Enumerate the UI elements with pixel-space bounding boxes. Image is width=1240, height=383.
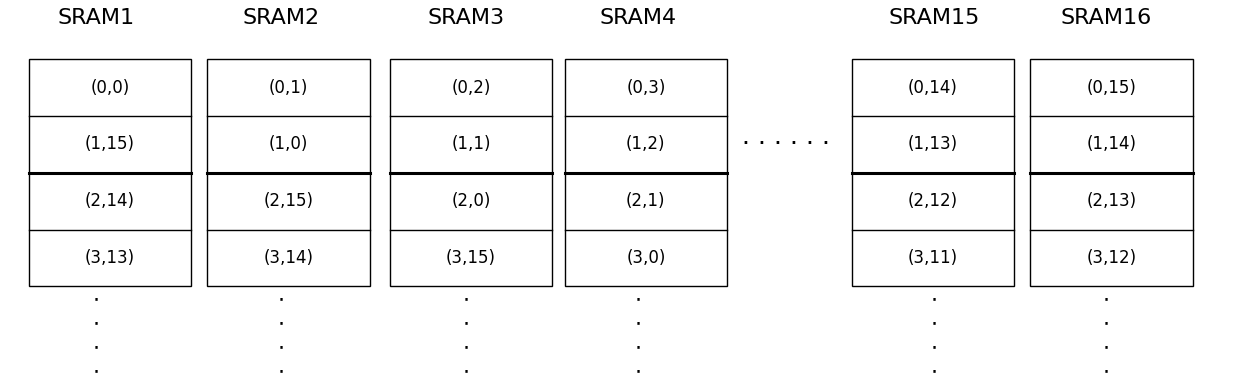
Text: · · · · · ·: · · · · · · bbox=[743, 133, 831, 156]
Text: SRAM15: SRAM15 bbox=[888, 8, 980, 28]
Text: SRAM4: SRAM4 bbox=[600, 8, 677, 28]
Text: (3,11): (3,11) bbox=[908, 249, 959, 267]
Text: (3,15): (3,15) bbox=[446, 249, 496, 267]
Text: (2,12): (2,12) bbox=[908, 192, 959, 210]
Text: ⋅: ⋅ bbox=[1102, 314, 1110, 334]
Text: ⋅: ⋅ bbox=[93, 314, 100, 334]
Text: (1,13): (1,13) bbox=[908, 135, 959, 153]
Text: (0,1): (0,1) bbox=[269, 79, 309, 97]
Text: (2,15): (2,15) bbox=[264, 192, 314, 210]
Text: ⋅: ⋅ bbox=[463, 338, 470, 358]
Text: (1,0): (1,0) bbox=[269, 135, 309, 153]
Text: ⋅: ⋅ bbox=[930, 290, 937, 310]
Text: (2,14): (2,14) bbox=[86, 192, 135, 210]
Text: (2,13): (2,13) bbox=[1086, 192, 1137, 210]
Text: (3,0): (3,0) bbox=[626, 249, 666, 267]
Text: SRAM1: SRAM1 bbox=[58, 8, 135, 28]
Text: ⋅: ⋅ bbox=[463, 314, 470, 334]
Text: (0,3): (0,3) bbox=[626, 79, 666, 97]
Text: (0,0): (0,0) bbox=[91, 79, 130, 97]
Bar bbox=[29, 59, 191, 286]
Text: ⋅: ⋅ bbox=[278, 314, 285, 334]
Text: (1,15): (1,15) bbox=[86, 135, 135, 153]
Text: ⋅: ⋅ bbox=[93, 362, 100, 382]
Text: ⋅: ⋅ bbox=[463, 290, 470, 310]
Text: ⋅: ⋅ bbox=[635, 314, 642, 334]
Text: (1,1): (1,1) bbox=[451, 135, 491, 153]
Text: SRAM3: SRAM3 bbox=[428, 8, 505, 28]
Text: ⋅: ⋅ bbox=[278, 338, 285, 358]
Text: ⋅: ⋅ bbox=[278, 362, 285, 382]
Text: ⋅: ⋅ bbox=[930, 314, 937, 334]
Bar bbox=[564, 59, 727, 286]
Text: ⋅: ⋅ bbox=[930, 362, 937, 382]
Bar bbox=[389, 59, 552, 286]
Text: (3,14): (3,14) bbox=[264, 249, 314, 267]
Text: ⋅: ⋅ bbox=[93, 290, 100, 310]
Text: SRAM16: SRAM16 bbox=[1061, 8, 1152, 28]
Text: (3,13): (3,13) bbox=[86, 249, 135, 267]
Bar bbox=[852, 59, 1014, 286]
Text: ⋅: ⋅ bbox=[278, 290, 285, 310]
Text: (3,12): (3,12) bbox=[1086, 249, 1137, 267]
Text: (2,0): (2,0) bbox=[451, 192, 491, 210]
Text: ⋅: ⋅ bbox=[930, 338, 937, 358]
Text: (0,2): (0,2) bbox=[451, 79, 491, 97]
Text: (1,2): (1,2) bbox=[626, 135, 666, 153]
Text: (0,15): (0,15) bbox=[1086, 79, 1136, 97]
Text: ⋅: ⋅ bbox=[1102, 338, 1110, 358]
Text: (2,1): (2,1) bbox=[626, 192, 666, 210]
Bar bbox=[207, 59, 370, 286]
Text: SRAM2: SRAM2 bbox=[243, 8, 320, 28]
Text: (1,14): (1,14) bbox=[1086, 135, 1136, 153]
Text: ⋅: ⋅ bbox=[463, 362, 470, 382]
Text: ⋅: ⋅ bbox=[635, 290, 642, 310]
Text: ⋅: ⋅ bbox=[635, 338, 642, 358]
Bar bbox=[1030, 59, 1193, 286]
Text: ⋅: ⋅ bbox=[635, 362, 642, 382]
Text: ⋅: ⋅ bbox=[1102, 362, 1110, 382]
Text: (0,14): (0,14) bbox=[908, 79, 957, 97]
Text: ⋅: ⋅ bbox=[93, 338, 100, 358]
Text: ⋅: ⋅ bbox=[1102, 290, 1110, 310]
